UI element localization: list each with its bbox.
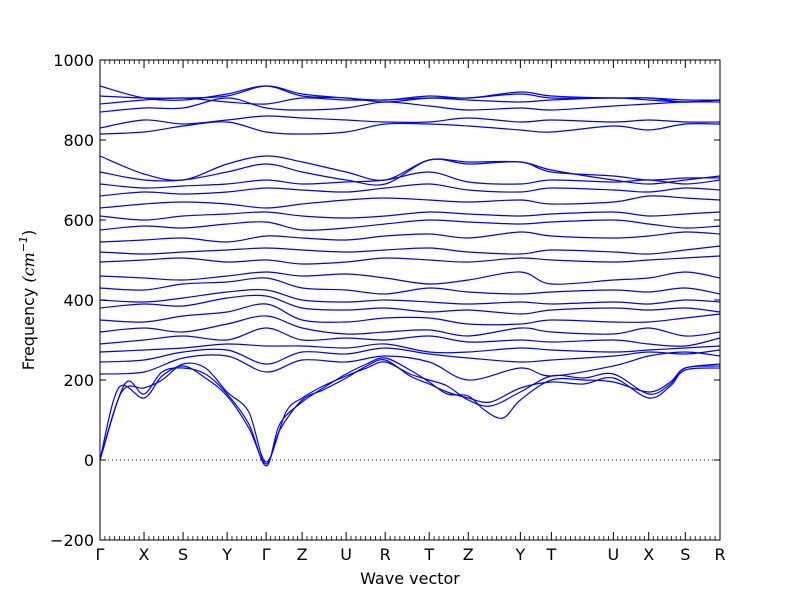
y-axis-label: Frequency (cm−1) — [17, 230, 38, 371]
x-tick-label-kpoint: S — [178, 545, 188, 564]
y-axis-label-text: Frequency — [19, 288, 38, 371]
x-axis-label: Wave vector — [360, 569, 460, 588]
x-tick-label-kpoint: Y — [514, 545, 525, 564]
band-line — [99, 171, 721, 189]
x-tick-label-kpoint: X — [643, 545, 654, 564]
band-line — [99, 97, 721, 113]
y-tick-label: 0 — [84, 451, 94, 470]
band-line — [99, 85, 721, 103]
x-tick-label-kpoint: Y — [221, 545, 232, 564]
band-line — [99, 343, 721, 354]
band-line — [99, 97, 721, 105]
band-line — [99, 277, 721, 295]
y-axis-label-exponent: −1 — [17, 236, 30, 252]
band-line — [99, 361, 721, 463]
band-line — [99, 183, 721, 197]
y-tick-label: 400 — [63, 291, 94, 310]
band-line — [99, 357, 721, 467]
x-tick-label-kpoint: Z — [297, 545, 308, 564]
band-line — [99, 115, 721, 129]
y-axis-label-close: ) — [19, 230, 38, 236]
plot-frame — [99, 59, 721, 541]
band-line — [99, 158, 721, 186]
band-line — [99, 327, 721, 347]
x-tick-label-kpoint: Γ — [262, 545, 271, 564]
x-tick-label-kpoint: R — [380, 545, 391, 564]
band-lines — [99, 85, 721, 467]
x-tick-label-kpoint: R — [714, 545, 725, 564]
band-line — [99, 315, 721, 337]
x-tick-label-kpoint: U — [608, 545, 620, 564]
y-tick-label: 200 — [63, 371, 94, 390]
band-line — [99, 347, 721, 365]
band-line — [99, 288, 721, 305]
band-line — [99, 211, 721, 221]
x-tick-label-kpoint: X — [139, 545, 150, 564]
y-tick-label: 800 — [63, 131, 94, 150]
band-line — [99, 245, 721, 255]
y-axis-label-unit: (cm — [19, 252, 38, 282]
x-tick-label-kpoint: U — [340, 545, 352, 564]
x-tick-label-kpoint: T — [545, 545, 556, 564]
band-line — [99, 231, 721, 243]
y-tick-label: 600 — [63, 211, 94, 230]
band-line — [99, 195, 721, 209]
band-line — [99, 303, 721, 326]
x-tick-label-kpoint: S — [680, 545, 690, 564]
y-tick-label: 1000 — [53, 51, 94, 70]
y-axis-ticks: −200 0 200 400 600 800 1000 — [50, 51, 720, 550]
band-line — [99, 271, 721, 285]
x-tick-label-kpoint: T — [423, 545, 434, 564]
y-tick-label: −200 — [50, 531, 94, 550]
band-line — [99, 351, 721, 381]
band-line — [99, 294, 721, 315]
band-line — [99, 255, 721, 265]
band-line — [99, 219, 721, 231]
x-tick-label-kpoint: Γ — [96, 545, 105, 564]
x-tick-label-kpoint: Z — [463, 545, 474, 564]
band-line — [99, 155, 721, 185]
